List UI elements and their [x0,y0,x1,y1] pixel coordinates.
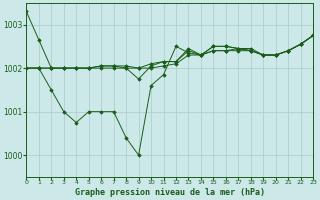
X-axis label: Graphe pression niveau de la mer (hPa): Graphe pression niveau de la mer (hPa) [75,188,265,197]
